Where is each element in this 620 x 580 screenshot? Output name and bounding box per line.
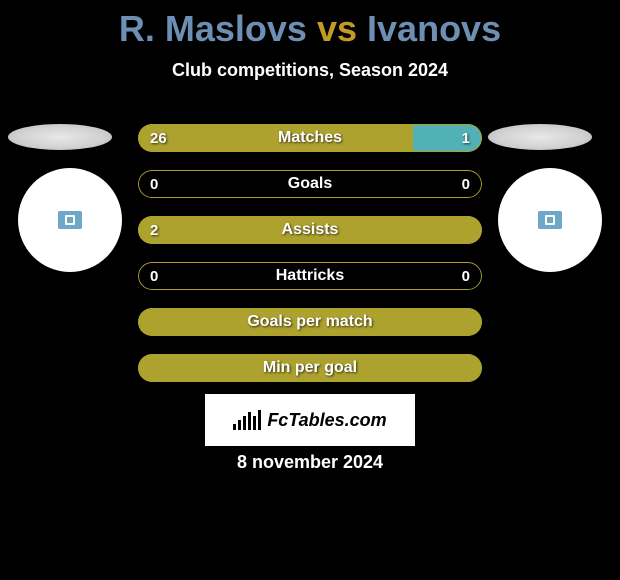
title-player2: Ivanovs xyxy=(367,8,501,49)
bar-label: Hattricks xyxy=(138,262,482,290)
title-player1: R. Maslovs xyxy=(119,8,307,49)
fctables-logo: FcTables.com xyxy=(205,394,415,446)
bar-left-fill xyxy=(138,354,482,382)
stat-bar-hattricks: Hattricks0 0 xyxy=(138,262,482,290)
page-title: R. Maslovs vs Ivanovs xyxy=(0,0,620,50)
date-label: 8 november 2024 xyxy=(0,452,620,473)
bar-value-right: 0 xyxy=(450,262,482,290)
player2-head-ellipse xyxy=(488,124,592,150)
bar-left-fill xyxy=(138,124,413,152)
player2-badge-icon xyxy=(538,211,562,229)
bar-value-right: 0 xyxy=(450,170,482,198)
bar-value-left: 0 xyxy=(138,170,170,198)
subtitle: Club competitions, Season 2024 xyxy=(0,60,620,81)
bar-border xyxy=(138,262,482,290)
player1-head-ellipse xyxy=(8,124,112,150)
logo-text: FcTables.com xyxy=(267,410,386,431)
bar-border xyxy=(138,170,482,198)
stat-bar-goals: Goals0 0 xyxy=(138,170,482,198)
stat-bar-matches: Matches261 xyxy=(138,124,482,152)
bar-value-left: 0 xyxy=(138,262,170,290)
bar-left-fill xyxy=(138,216,482,244)
title-vs: vs xyxy=(317,8,357,49)
player1-badge-icon xyxy=(58,211,82,229)
player2-avatar xyxy=(498,168,602,272)
bar-right-fill xyxy=(413,124,482,152)
player1-avatar xyxy=(18,168,122,272)
bar-label: Goals xyxy=(138,170,482,198)
stat-bar-goals-per-match: Goals per match xyxy=(138,308,482,336)
logo-bars-icon xyxy=(233,410,261,430)
stat-bar-min-per-goal: Min per goal xyxy=(138,354,482,382)
stat-bar-assists: Assists2 xyxy=(138,216,482,244)
comparison-chart: Matches261Goals00Assists2Hattricks00Goal… xyxy=(138,124,482,400)
bar-left-fill xyxy=(138,308,482,336)
